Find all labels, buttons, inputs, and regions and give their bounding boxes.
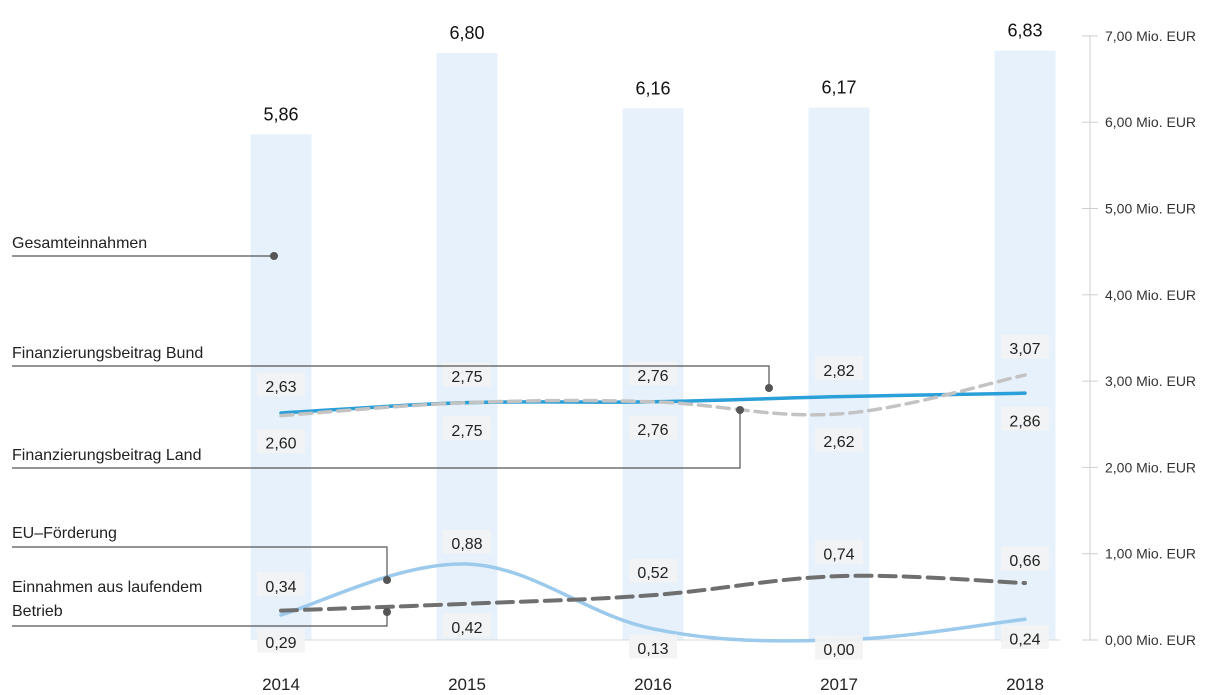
leader-land bbox=[12, 410, 741, 469]
bar-label-2016: 6,16 bbox=[635, 78, 670, 98]
label-betrieb-2014: 0,34 bbox=[265, 579, 296, 596]
bar-label-2017: 6,17 bbox=[821, 78, 856, 98]
leader-bund bbox=[12, 365, 770, 388]
leader-eu bbox=[12, 546, 388, 580]
leader-betrieb bbox=[12, 612, 388, 627]
legend-betrieb-line1: Einnahmen aus laufendem bbox=[12, 579, 202, 596]
label-eu-2016-bg bbox=[629, 634, 677, 659]
label-land-2014-bg bbox=[257, 429, 305, 454]
label-land-2018: 3,07 bbox=[1009, 341, 1040, 358]
label-eu-2015: 0,88 bbox=[451, 536, 482, 553]
label-eu-2016: 0,13 bbox=[637, 641, 668, 658]
bar-label-2014: 5,86 bbox=[263, 104, 298, 124]
bars-layer bbox=[250, 50, 1056, 641]
x-tick-label-2016: 2016 bbox=[634, 675, 672, 694]
line-betrieb bbox=[279, 573, 1027, 613]
label-bund-2015: 2,75 bbox=[451, 369, 482, 386]
x-tick-label-2018: 2018 bbox=[1006, 675, 1044, 694]
label-land-2017-bg bbox=[815, 427, 863, 452]
label-land-2014: 2,60 bbox=[265, 436, 296, 453]
legend-gesamteinnahmen: Gesamteinnahmen bbox=[12, 235, 147, 252]
label-eu-2015-bg bbox=[443, 529, 491, 554]
label-bund-2017-bg bbox=[815, 356, 863, 381]
x-tick-label-2015: 2015 bbox=[448, 675, 486, 694]
y-tick-label: 7,00 Mio. EUR bbox=[1105, 28, 1196, 44]
legend-betrieb-line2: Betrieb bbox=[12, 603, 63, 620]
legend-bund: Finanzierungsbeitrag Bund bbox=[12, 345, 203, 362]
label-betrieb-2016: 0,52 bbox=[637, 565, 668, 582]
label-betrieb-2017-bg bbox=[815, 539, 863, 564]
legend-land: Finanzierungsbeitrag Land bbox=[12, 447, 201, 464]
y-tick-label: 3,00 Mio. EUR bbox=[1105, 373, 1196, 389]
label-betrieb-2018: 0,66 bbox=[1009, 553, 1040, 570]
label-betrieb-2017: 0,74 bbox=[823, 546, 854, 563]
leader-dot-land bbox=[736, 406, 744, 414]
x-tick-label-2017: 2017 bbox=[820, 675, 858, 694]
y-tick-label: 1,00 Mio. EUR bbox=[1105, 546, 1196, 562]
y-tick-label: 4,00 Mio. EUR bbox=[1105, 287, 1196, 303]
label-bund-2016: 2,76 bbox=[637, 368, 668, 385]
label-land-2018-bg bbox=[1001, 334, 1049, 359]
y-tick-label: 6,00 Mio. EUR bbox=[1105, 114, 1196, 130]
label-land-2016-bg bbox=[629, 415, 677, 440]
label-land-2017: 2,62 bbox=[823, 434, 854, 451]
label-betrieb-2015: 0,42 bbox=[451, 620, 482, 637]
label-betrieb-2018-bg bbox=[1001, 546, 1049, 571]
leader-dot-bund bbox=[765, 384, 773, 392]
bar-label-2018: 6,83 bbox=[1007, 21, 1042, 41]
label-land-2016: 2,76 bbox=[637, 422, 668, 439]
label-betrieb-2015-bg bbox=[443, 613, 491, 638]
label-betrieb-2014-bg bbox=[257, 572, 305, 597]
bar-label-2015: 6,80 bbox=[449, 23, 484, 43]
y-tick-label: 0,00 Mio. EUR bbox=[1105, 632, 1196, 648]
y-tick-label: 5,00 Mio. EUR bbox=[1105, 201, 1196, 217]
x-axis-labels: 2014 2015 2016 2017 2018 bbox=[262, 675, 1044, 694]
label-eu-2017: 0,00 bbox=[823, 642, 854, 659]
legend-eu: EU–Förderung bbox=[12, 525, 117, 542]
label-eu-2017-bg bbox=[815, 635, 863, 660]
x-tick-label-2014: 2014 bbox=[262, 675, 300, 694]
legend: Gesamteinnahmen Finanzierungsbeitrag Bun… bbox=[12, 235, 773, 627]
leader-dot-betrieb bbox=[383, 608, 391, 616]
label-betrieb-2016-bg bbox=[629, 558, 677, 583]
label-eu-2018-bg bbox=[1001, 624, 1049, 649]
label-bund-2017: 2,82 bbox=[823, 363, 854, 380]
label-eu-2014-bg bbox=[257, 628, 305, 653]
line-eu bbox=[279, 562, 1027, 643]
y-tick-label: 2,00 Mio. EUR bbox=[1105, 459, 1196, 475]
leader-dot-eu bbox=[383, 576, 391, 584]
label-bund-2014-bg bbox=[257, 372, 305, 397]
lines-layer bbox=[279, 373, 1027, 643]
label-eu-2014: 0,29 bbox=[265, 635, 296, 652]
label-land-2015: 2,75 bbox=[451, 423, 482, 440]
label-bund-2018: 2,86 bbox=[1009, 413, 1040, 430]
label-bund-2014: 2,63 bbox=[265, 379, 296, 396]
leader-dot-gesamteinnahmen bbox=[270, 252, 278, 260]
label-eu-2018: 0,24 bbox=[1009, 631, 1040, 648]
label-land-2015-bg bbox=[443, 416, 491, 441]
label-bund-2018-bg bbox=[1001, 406, 1049, 431]
line-land bbox=[279, 373, 1027, 418]
